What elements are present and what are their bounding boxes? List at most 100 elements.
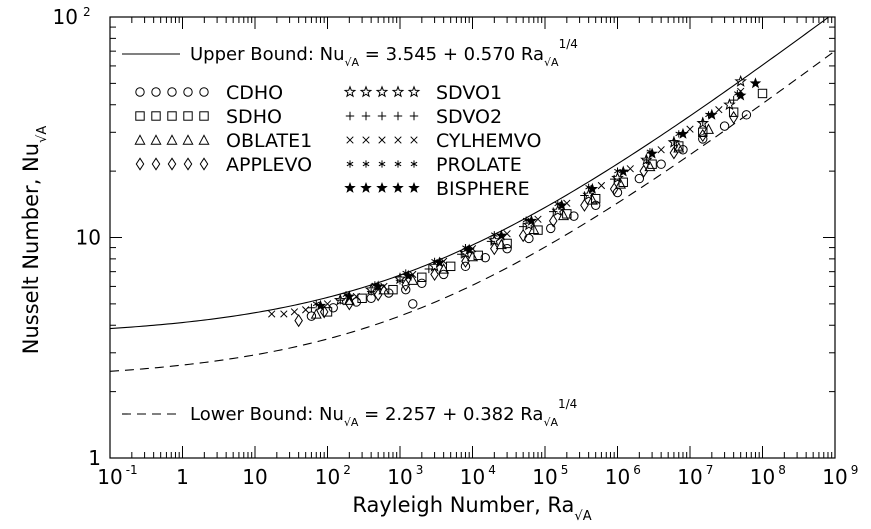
data-point-sdho [674,141,684,151]
data-point-cdho [698,134,708,144]
data-point-sdvo2 [457,249,466,259]
legend-marker-applevo [199,157,209,171]
axis-ticks [109,17,835,459]
data-point-bisphere [734,89,747,101]
x-tick-label: 10 [822,465,847,489]
data-point-bisphere [372,280,384,292]
legend-label-cylhemvo: CYLHEMVO [436,130,541,152]
data-point-bisphere [586,182,599,194]
axis-labels: Rayleigh Number, Ra√A Nusselt Number, Nu√… [19,126,592,524]
data-point-oblate1 [673,142,685,153]
data-point-sdvo2 [336,295,345,305]
legend-marker-sdvo2 [393,111,403,121]
x-tick-label: 10 [532,465,557,489]
x-tick-label: 10 [97,465,122,489]
data-point-bisphere [525,214,538,226]
data-point-sdho [388,284,398,295]
legend-upper-bound-label: Upper Bound: Nu√A = 3.545 + 0.570 Ra√A1/… [190,37,578,69]
data-point-sdvo2 [549,207,558,216]
data-point-sdvo2 [486,237,496,246]
data-point-cylhemvo [534,215,542,223]
x-tick-label-exponent: 2 [343,463,351,477]
data-point-cdho [656,159,666,169]
legend-label-sdho: SDHO [226,106,282,128]
x-tick-label-exponent: 3 [416,463,424,477]
data-point-cylhemvo [626,165,634,173]
legend-marker-sdho [167,111,177,121]
data-point-applevo [639,164,649,178]
legend-marker-sdvo1 [343,85,357,98]
y-tick-label: 1 [88,446,101,470]
data-point-sdvo2 [698,117,707,126]
legend-marker-bisphere [408,181,420,193]
data-point-bisphere [463,243,475,255]
data-point-oblate1 [438,263,450,274]
data-point-bisphere [706,108,718,120]
legend-marker-oblate1 [134,134,146,145]
data-point-sdvo1 [551,204,565,217]
x-tick-label: 10 [460,465,485,489]
data-point-cdho [417,278,427,288]
x-axis-label: Rayleigh Number, Ra√A [352,493,591,524]
data-point-sdvo1 [734,74,747,87]
legend-marker-sdho [199,111,209,121]
legend-label-cdho: CDHO [226,82,283,104]
legend-marker-bisphere [360,181,372,193]
y-axis-label: Nusselt Number, Nu√A [19,126,50,355]
data-points [268,74,768,328]
data-point-applevo [319,305,329,319]
legend-marker-cdho [151,87,161,97]
legend-marker-sdho [151,111,161,121]
upper-bound-curve [110,17,830,330]
legend-marker-cdho [183,87,193,97]
data-point-applevo [294,313,303,328]
data-point-sdho [757,88,768,99]
data-point-applevo [729,110,738,125]
data-point-cylhemvo [290,308,299,316]
legend-marker-sdvo2 [377,111,387,121]
legend-marker-applevo [135,157,145,171]
data-point-cylhemvo [268,310,276,318]
y-tick-label: 10 [53,5,78,29]
x-tick-label: 10 [242,465,267,489]
data-point-applevo [698,128,708,143]
legend-label-applevo: APPLEVO [226,154,312,176]
legend-marker-bisphere [376,181,388,193]
legend-marker-applevo [151,157,161,171]
y-tick-label-exponent: 2 [83,5,91,19]
data-point-cdho [569,211,579,221]
data-point-applevo [345,297,354,311]
x-tick-label-exponent: 9 [851,463,859,477]
data-point-sdvo2 [395,276,405,285]
data-point-applevo [430,267,439,282]
data-point-cylhemvo [715,106,723,114]
data-point-bisphere [343,290,356,302]
legend-marker-sdvo1 [359,85,373,98]
data-point-oblate1 [614,178,627,189]
data-point-oblate1 [310,308,322,319]
x-tick-label-exponent: 6 [633,463,641,477]
legend-marker-sdvo2 [409,111,419,121]
data-point-cdho [408,299,418,309]
data-point-oblate1 [495,238,507,250]
legend-marker-bisphere [392,181,404,193]
legend-marker-oblate1 [198,134,210,145]
legend-marker-sdvo2 [361,111,371,121]
data-point-applevo [373,288,383,302]
data-point-cdho [741,110,752,120]
data-point-sdvo2 [609,174,619,184]
data-point-sdvo2 [366,287,376,296]
legend-marker-oblate1 [166,134,178,145]
data-point-cylhemvo [597,181,606,190]
data-point-sdvo2 [729,95,738,105]
data-point-oblate1 [466,250,479,262]
data-point-cylhemvo [323,300,332,308]
data-point-oblate1 [644,160,656,172]
data-point-sdho [698,127,708,137]
data-point-oblate1 [407,274,419,285]
data-point-applevo [461,254,470,268]
x-tick-label: 10 [677,465,702,489]
legend-marker-cylhemvo [410,136,418,144]
data-point-cdho [719,121,730,131]
data-point-prolate [490,231,498,239]
